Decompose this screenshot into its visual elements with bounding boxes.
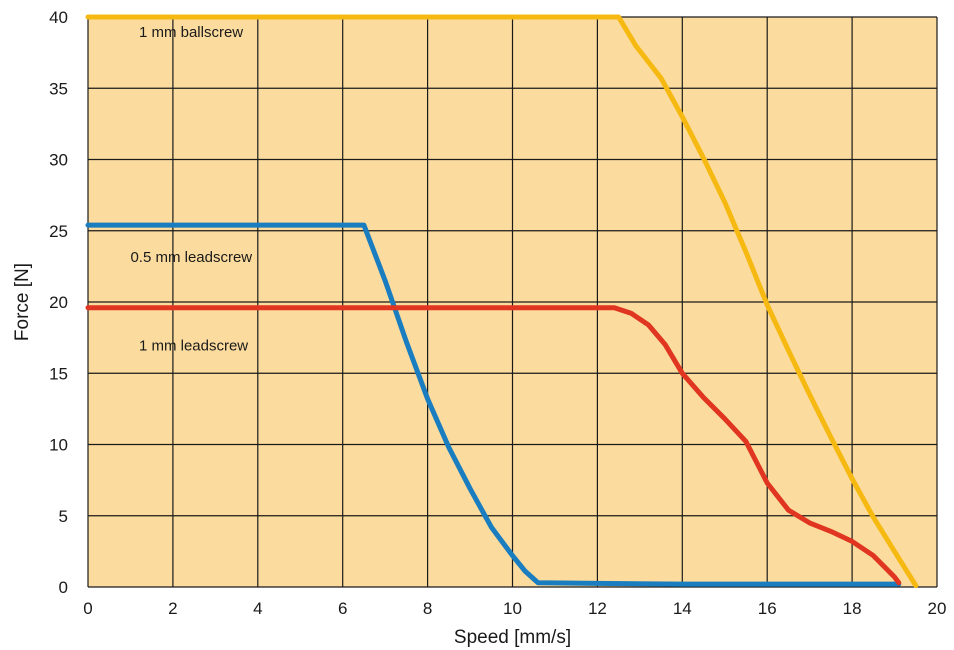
x-axis-title: Speed [mm/s] [454, 627, 571, 648]
series-lines [85, 14, 919, 589]
y-tick-label: 0 [59, 578, 68, 597]
y-axis-title: Force [N] [12, 263, 33, 341]
series-annotations: 1 mm ballscrew 0.5 mm leadscrew 1 mm leads… [130, 24, 252, 355]
x-tick-labels: 0 2 4 6 8 10 12 14 16 18 20 [83, 599, 946, 618]
series-line-0-5-mm-leadscrew [85, 222, 902, 587]
x-tick-label: 6 [338, 599, 347, 618]
y-tick-label: 40 [49, 8, 68, 27]
y-tick-label: 15 [49, 364, 68, 383]
x-tick-label: 16 [758, 599, 777, 618]
y-tick-label: 25 [49, 222, 68, 241]
y-tick-label: 20 [49, 293, 68, 312]
series-annotation: 1 mm leadscrew [139, 337, 248, 354]
y-tick-label: 30 [49, 151, 68, 170]
x-tick-label: 18 [843, 599, 862, 618]
x-tick-label: 2 [168, 599, 177, 618]
series-annotation: 1 mm ballscrew [139, 24, 243, 41]
x-tick-label: 8 [423, 599, 432, 618]
x-tick-label: 10 [503, 599, 522, 618]
x-tick-label: 4 [253, 599, 262, 618]
y-tick-labels: 0 5 10 15 20 25 30 35 40 [49, 8, 68, 597]
series-line-1-mm-ballscrew [85, 14, 919, 589]
x-tick-label: 12 [588, 599, 607, 618]
series-line-1-mm-leadscrew [85, 305, 902, 586]
series-annotation: 0.5 mm leadscrew [130, 249, 252, 266]
y-tick-label: 35 [49, 79, 68, 98]
y-tick-label: 10 [49, 436, 68, 455]
y-tick-label: 5 [59, 507, 68, 526]
x-tick-label: 0 [83, 599, 92, 618]
x-tick-label: 20 [928, 599, 947, 618]
x-tick-label: 14 [673, 599, 692, 618]
